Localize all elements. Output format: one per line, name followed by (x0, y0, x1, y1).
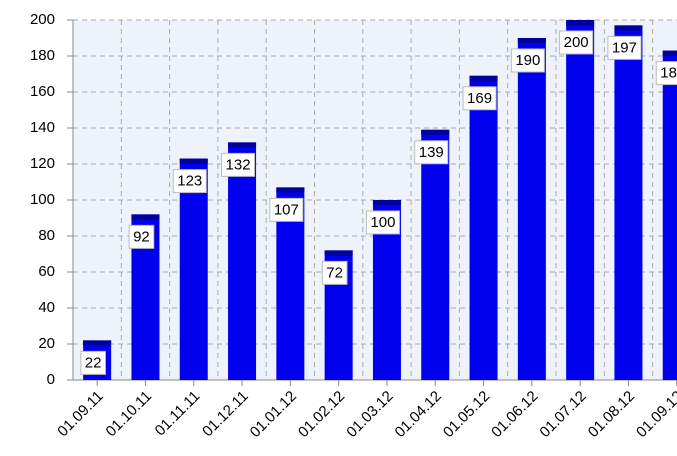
value-label-text: 169 (467, 90, 492, 107)
value-label-box (80, 350, 106, 375)
value-label: 200 (559, 30, 594, 55)
value-label-text: 190 (515, 52, 540, 69)
value-label-box (559, 30, 594, 55)
bar-cap (179, 158, 208, 164)
x-tick-label: 01.10.11 (103, 388, 156, 441)
y-tick-label: 60 (38, 263, 55, 280)
value-label-box (172, 169, 207, 194)
y-tick-label: 40 (38, 299, 55, 316)
value-label: 22 (80, 350, 106, 375)
value-label-box (269, 197, 304, 222)
value-label-box (128, 224, 155, 249)
bar-cap (131, 214, 160, 220)
x-tick-label: 01.08.12 (585, 388, 638, 441)
y-tick-label: 100 (30, 191, 55, 208)
y-tick-label: 200 (30, 11, 55, 28)
value-label: 100 (365, 210, 400, 235)
value-label-text: 100 (370, 214, 395, 231)
value-label-text: 123 (177, 173, 202, 190)
value-label-box (510, 48, 545, 73)
value-label-box (321, 260, 348, 285)
x-tick-label: 01.05.12 (440, 388, 493, 441)
value-label: 107 (269, 197, 304, 222)
bar-cap (324, 250, 353, 256)
value-label-box (462, 86, 497, 111)
x-tick-label: 01.06.12 (488, 388, 541, 441)
value-label-text: 72 (326, 264, 343, 281)
value-label-text: 183 (660, 65, 677, 82)
value-label: 139 (414, 140, 449, 165)
value-label-text: 197 (612, 39, 637, 56)
bar (614, 25, 643, 381)
bar-cap (662, 50, 677, 56)
value-label: 190 (510, 48, 545, 73)
x-tick-label: 01.09.11 (54, 388, 107, 441)
value-label: 123 (172, 169, 207, 194)
bar-cap (372, 200, 401, 205)
value-label-text: 92 (133, 228, 150, 245)
bar (566, 20, 595, 380)
value-label-text: 107 (274, 201, 299, 218)
y-tick-label: 180 (30, 47, 55, 64)
bar-cap (614, 25, 643, 31)
value-label-text: 139 (419, 144, 444, 161)
bar (662, 50, 677, 380)
value-label-box (365, 210, 400, 235)
bar-cap (469, 75, 498, 81)
value-label-box (221, 152, 256, 177)
bar-cap (83, 340, 112, 346)
bar (517, 38, 546, 380)
value-label-box (655, 61, 677, 86)
x-tick-label: 01.03.12 (343, 388, 396, 441)
bar-cap (228, 142, 257, 148)
value-label: 92 (128, 224, 155, 249)
x-tick-label: 01.04.12 (392, 388, 445, 441)
value-label: 132 (221, 152, 256, 177)
value-label-text: 22 (85, 354, 102, 371)
bar-cap (421, 129, 450, 135)
x-tick-label: 01.01.12 (247, 388, 300, 441)
bar-cap (517, 38, 546, 43)
value-label: 197 (607, 35, 642, 60)
y-tick-label: 140 (30, 119, 55, 136)
bar (228, 142, 257, 380)
bar (421, 129, 450, 380)
value-label-text: 132 (226, 156, 251, 173)
y-tick-label: 0 (47, 371, 55, 388)
y-tick-label: 80 (38, 227, 55, 244)
value-label: 169 (462, 86, 497, 111)
value-label-text: 200 (564, 34, 589, 51)
bar (179, 158, 208, 380)
x-tick-label: 01.11.11 (152, 388, 204, 440)
bar-cap (276, 187, 305, 193)
y-tick-label: 120 (30, 155, 55, 172)
bar-cap (566, 20, 595, 25)
y-tick-label: 20 (38, 335, 55, 352)
x-tick-label: 01.09.12 (633, 388, 677, 441)
x-tick-label: 01.02.12 (295, 388, 348, 441)
y-tick-label: 160 (30, 83, 55, 100)
value-label: 72 (321, 260, 348, 285)
value-label-box (414, 140, 449, 165)
x-tick-label: 01.12.11 (199, 388, 252, 441)
value-label-box (607, 35, 642, 60)
bar (469, 75, 498, 381)
x-tick-label: 01.07.12 (536, 388, 589, 441)
value-label: 183 (655, 61, 677, 86)
